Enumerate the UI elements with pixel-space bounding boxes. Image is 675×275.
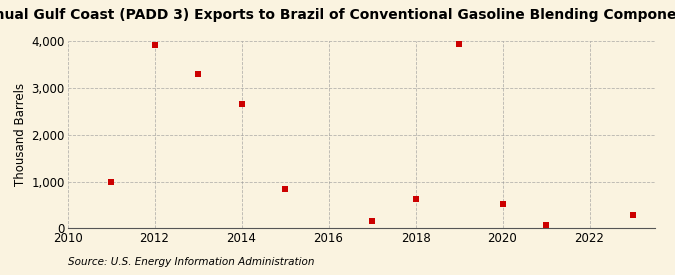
Y-axis label: Thousand Barrels: Thousand Barrels bbox=[14, 83, 27, 186]
Point bbox=[192, 72, 203, 76]
Point bbox=[410, 197, 421, 202]
Point bbox=[236, 102, 247, 106]
Point bbox=[628, 213, 639, 217]
Text: Source: U.S. Energy Information Administration: Source: U.S. Energy Information Administ… bbox=[68, 257, 314, 267]
Point bbox=[105, 179, 116, 184]
Point bbox=[367, 219, 377, 223]
Point bbox=[279, 186, 290, 191]
Point bbox=[497, 202, 508, 207]
Point bbox=[454, 42, 464, 46]
Text: Annual Gulf Coast (PADD 3) Exports to Brazil of Conventional Gasoline Blending C: Annual Gulf Coast (PADD 3) Exports to Br… bbox=[0, 8, 675, 22]
Point bbox=[149, 42, 160, 47]
Point bbox=[541, 223, 551, 228]
